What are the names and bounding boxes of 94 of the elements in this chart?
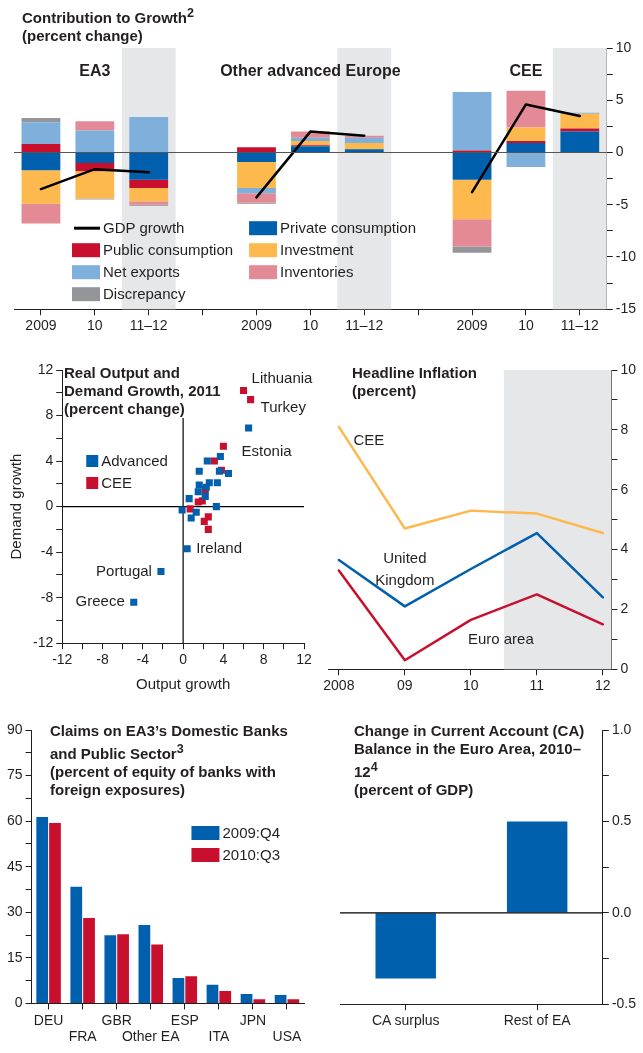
legend-label: CEE [101, 474, 133, 492]
x-tick-label: 09 [397, 677, 413, 694]
annotation: Other advanced Europe [220, 62, 401, 80]
chart-subtitle: (percent change) [22, 27, 144, 45]
y-tick-label: 4 [45, 451, 54, 468]
y-tick-label: 45 [6, 857, 23, 874]
legend-label: Net exports [103, 263, 180, 281]
x-tick-label: USA [272, 1028, 303, 1045]
x-tick-label: FRA [68, 1028, 98, 1045]
x-tick-label: 2008 [323, 677, 355, 694]
y-tick-label: -12 [33, 634, 54, 651]
x-tick-label: 2009 [240, 317, 273, 334]
x-tick-label: DEU [33, 1011, 64, 1028]
text: (percent change) [64, 400, 186, 418]
y-tick-label: -5 [615, 195, 629, 212]
annotation: CEE [509, 62, 543, 80]
y-tick-label: -4 [40, 542, 54, 559]
y-axis-title: Demand growth [7, 453, 25, 560]
x-tick-label: Rest of EA [503, 1012, 572, 1029]
y-tick-label: 1.0 [611, 720, 632, 737]
x-tick-label: -4 [136, 651, 150, 668]
y-tick-label: 0 [615, 143, 624, 160]
x-tick-label: JPN [239, 1011, 267, 1028]
x-tick-label: 11–12 [560, 317, 599, 334]
chart-title: Real Output and Demand Growth, 2011 [64, 364, 222, 400]
y-tick-label: 75 [6, 766, 23, 783]
chart-title: Headline Inflation [352, 364, 478, 382]
chart-title: Contribution to Growth$^{2}$ [22, 5, 195, 27]
x-tick-label: ITA [208, 1028, 230, 1045]
annotation: Portugal [96, 561, 152, 579]
x-axis-title: Output growth [136, 675, 231, 693]
legend-label: Investment [280, 241, 355, 259]
x-tick-label: 10 [518, 317, 534, 334]
x-tick-label: 10 [87, 317, 103, 334]
legend-label: Public consumption [103, 241, 234, 259]
x-tick-label: 4 [219, 651, 228, 668]
x-tick-label: 12 [595, 677, 611, 694]
annotation: EA3 [79, 62, 111, 80]
y-tick-label: 8 [620, 420, 629, 437]
y-tick-label: 90 [6, 720, 23, 737]
legend-label: 2009:Q4 [222, 824, 280, 842]
annotation: Ireland [196, 538, 243, 556]
legend-label: Private consumption [280, 219, 416, 237]
x-tick-label: GBR [101, 1011, 132, 1028]
y-tick-label: 6 [620, 480, 629, 497]
y-tick-label: 10 [615, 38, 632, 55]
text: (percent) [352, 382, 418, 400]
x-tick-label: 8 [259, 651, 268, 668]
y-tick-label: 12 [37, 360, 54, 377]
y-tick-label: 10 [620, 360, 637, 377]
legend-label: Discrepancy [103, 285, 187, 303]
y-tick-label: 4 [620, 540, 629, 557]
x-tick-label: 11–12 [129, 317, 168, 334]
x-tick-label: 2009 [25, 317, 57, 334]
legend-label: 2010:Q3 [222, 846, 280, 864]
legend-label: Advanced [101, 452, 168, 470]
y-tick-label: 0 [14, 994, 23, 1011]
series-label: CEE [353, 430, 385, 448]
x-tick-label: CA surplus [371, 1012, 440, 1029]
text: (percent of GDP) [354, 781, 475, 799]
annotation: Turkey [260, 397, 307, 415]
y-tick-label: 8 [45, 406, 54, 423]
y-tick-label: 15 [6, 948, 23, 965]
text: Change in Current Account (CA) Balance in the Euro Area, 2010–12$^{4}$ [354, 722, 586, 781]
y-tick-label: 5 [615, 91, 624, 108]
y-tick-label: 60 [6, 811, 23, 828]
series-label: United Kingdom [375, 548, 435, 588]
x-tick-label: 12 [296, 651, 312, 668]
chart-title: Claims on EA3’s Domestic Banks and Public Sector$^{3}$ [50, 722, 289, 763]
legend-label: Inventories [280, 263, 354, 281]
x-tick-label: 0 [179, 651, 188, 668]
annotation: Lithuania [251, 368, 314, 386]
y-tick-label: -10 [615, 247, 637, 264]
annotation: Estonia [241, 442, 293, 460]
y-tick-label: 30 [6, 903, 23, 920]
x-tick-label: 10 [302, 317, 319, 334]
y-tick-label: -15 [615, 300, 637, 317]
y-tick-label: 0.0 [611, 903, 632, 920]
x-tick-label: 11–12 [345, 317, 384, 334]
x-tick-label: ESP [170, 1011, 199, 1028]
x-tick-label: -8 [96, 651, 109, 668]
x-tick-label: 11 [529, 677, 545, 694]
annotation: Greece [75, 592, 125, 610]
x-tick-label: Other EA [121, 1028, 181, 1045]
legend-label: GDP growth [103, 219, 185, 237]
text: (percent of equity of banks with foreign exposures) [50, 763, 277, 799]
x-tick-label: 10 [463, 677, 479, 694]
x-tick-label: 2009 [456, 317, 488, 334]
y-tick-label: -0.5 [611, 995, 637, 1012]
y-tick-label: 0.5 [611, 812, 632, 829]
y-tick-label: -8 [40, 588, 54, 605]
y-tick-label: 2 [620, 600, 629, 617]
y-tick-label: 0 [45, 497, 54, 514]
series-label: Euro area [467, 629, 535, 647]
